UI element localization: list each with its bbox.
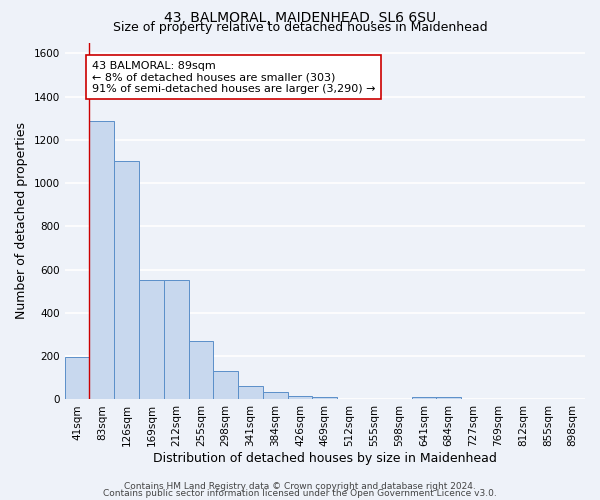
- Bar: [313, 396, 337, 400]
- Y-axis label: Number of detached properties: Number of detached properties: [15, 122, 28, 320]
- Bar: [139, 280, 164, 400]
- Text: Contains HM Land Registry data © Crown copyright and database right 2024.: Contains HM Land Registry data © Crown c…: [124, 482, 476, 491]
- Bar: [65, 357, 89, 400]
- Bar: [214, 370, 238, 400]
- Text: 43 BALMORAL: 89sqm
← 8% of detached houses are smaller (303)
91% of semi-detache: 43 BALMORAL: 89sqm ← 8% of detached hous…: [92, 60, 376, 94]
- Bar: [412, 397, 436, 400]
- X-axis label: Distribution of detached houses by size in Maidenhead: Distribution of detached houses by size …: [153, 452, 497, 465]
- Bar: [436, 397, 461, 400]
- Bar: [287, 396, 313, 400]
- Bar: [238, 386, 263, 400]
- Bar: [89, 122, 114, 400]
- Text: 43, BALMORAL, MAIDENHEAD, SL6 6SU: 43, BALMORAL, MAIDENHEAD, SL6 6SU: [164, 11, 436, 25]
- Bar: [164, 280, 188, 400]
- Bar: [188, 342, 214, 400]
- Text: Size of property relative to detached houses in Maidenhead: Size of property relative to detached ho…: [113, 22, 487, 35]
- Bar: [263, 392, 287, 400]
- Bar: [114, 162, 139, 400]
- Text: Contains public sector information licensed under the Open Government Licence v3: Contains public sector information licen…: [103, 489, 497, 498]
